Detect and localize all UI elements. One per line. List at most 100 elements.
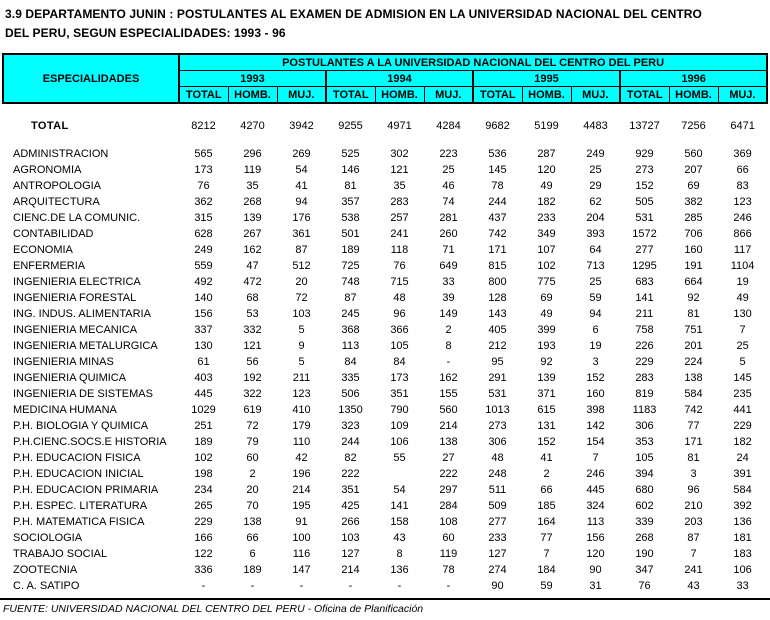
cell-value: 147 <box>292 564 311 576</box>
cell-value: 565 <box>194 148 213 160</box>
cell-value: 183 <box>733 548 752 560</box>
cell-value: 72 <box>246 420 259 432</box>
cell-value: 29 <box>589 180 602 192</box>
postulantes-table: ESPECIALIDADES POSTULANTES A LA UNIVERSI… <box>2 53 769 594</box>
subcol-header-total-1993: TOTAL <box>178 86 229 104</box>
cell-value: 119 <box>243 164 262 176</box>
table-row: INGENIERIA METALURGICA 130 121 9 113 105 8 212 1… <box>3 338 767 354</box>
cell-value: 108 <box>439 516 458 528</box>
cell-value: 66 <box>736 164 749 176</box>
cell-value: 405 <box>488 324 507 336</box>
cell-value: 283 <box>635 372 654 384</box>
cell-value: 107 <box>537 244 556 256</box>
row-label: P.H. EDUCACION INICIAL <box>13 468 144 480</box>
cell-value: 184 <box>537 564 556 576</box>
cell-value: 391 <box>733 468 752 480</box>
cell-value: 349 <box>537 228 556 240</box>
cell-value: 742 <box>488 228 507 240</box>
table-row: SOCIOLOGIA 166 66 100 103 43 60 233 77 156 268 87 18… <box>3 530 767 546</box>
cell-value: 323 <box>341 420 360 432</box>
footer: FUENTE: UNIVERSIDAD NACIONAL DEL CENTRO … <box>0 598 770 615</box>
cell-value: 398 <box>586 404 605 416</box>
cell-value: 128 <box>488 292 507 304</box>
cell-value: 790 <box>390 404 409 416</box>
subcol-header-homb-1995: HOMB. <box>521 86 572 104</box>
table-row: P.H. BIOLOGIA Y QUIMICA 251 72 179 323 109 214… <box>3 418 767 434</box>
cell-value: 66 <box>246 532 259 544</box>
cell-value: 182 <box>733 436 752 448</box>
table-body: TOTAL 8212 4270 3942 9255 4971 4284 9682 5199 448… <box>3 103 767 594</box>
cell-value: 235 <box>733 388 752 400</box>
cell-value: 185 <box>537 500 556 512</box>
cell-value: 649 <box>439 260 458 272</box>
cell-value: 54 <box>295 164 308 176</box>
cell-value: 76 <box>197 180 210 192</box>
cell-value: 70 <box>246 500 259 512</box>
cell-value: 81 <box>687 452 700 464</box>
cell-value: 283 <box>390 196 409 208</box>
cell-value: 96 <box>687 484 700 496</box>
cell-value: 173 <box>390 372 409 384</box>
table-row: P.H. EDUCACION FISICA 102 60 42 82 55 27 48 41 7 1… <box>3 450 767 466</box>
cell-value: 109 <box>390 420 409 432</box>
cell-value: 2 <box>543 468 550 480</box>
cell-value: 141 <box>390 500 409 512</box>
cell-value: 156 <box>194 308 213 320</box>
cell-value: 176 <box>292 212 311 224</box>
row-label: INGENIERIA FORESTAL <box>13 292 137 304</box>
cell-value: 41 <box>540 452 553 464</box>
cell-value: 160 <box>684 244 703 256</box>
subcol-header-total-1995: TOTAL <box>472 86 523 104</box>
cell-value: 164 <box>537 516 556 528</box>
cell-value: 64 <box>589 244 602 256</box>
cell-value: 31 <box>589 580 602 592</box>
cell-value: 751 <box>684 324 703 336</box>
cell-value: 4270 <box>240 120 265 132</box>
cell-value: 5199 <box>534 120 559 132</box>
cell-value: 116 <box>292 548 311 560</box>
cell-value: - <box>397 580 402 592</box>
cell-value: 2 <box>249 468 256 480</box>
row-label: P.H. EDUCACION PRIMARIA <box>13 484 159 496</box>
cell-value: 7 <box>690 548 697 560</box>
cell-value: - <box>446 580 451 592</box>
row-label: ARQUITECTURA <box>13 196 100 208</box>
cell-value: 146 <box>341 164 360 176</box>
cell-value: 143 <box>488 308 507 320</box>
cell-value: 265 <box>194 500 213 512</box>
cell-value: 189 <box>243 564 262 576</box>
table-row: MEDICINA HUMANA 1029 619 410 1350 790 560 1013 6… <box>3 402 767 418</box>
cell-value: 139 <box>537 372 556 384</box>
cell-value: 5 <box>739 356 746 368</box>
cell-value: 191 <box>684 260 703 272</box>
cell-value: 195 <box>292 500 311 512</box>
cell-value: 615 <box>537 404 556 416</box>
cell-value: 69 <box>540 292 553 304</box>
spacer-row <box>3 135 767 146</box>
cell-value: 628 <box>194 228 213 240</box>
cell-value: 226 <box>635 340 654 352</box>
subcol-header-homb-1993: HOMB. <box>227 86 278 104</box>
cell-value: 71 <box>442 244 455 256</box>
cell-value: 3 <box>690 468 697 480</box>
table-row: INGENIERIA QUIMICA 403 192 211 335 173 162 291 1… <box>3 370 767 386</box>
cell-value: 602 <box>635 500 654 512</box>
cell-value: 322 <box>243 388 262 400</box>
cell-value: 560 <box>684 148 703 160</box>
cell-value: 77 <box>540 532 553 544</box>
cell-value: 505 <box>635 196 654 208</box>
cell-value: 113 <box>586 516 605 528</box>
cell-value: 103 <box>341 532 360 544</box>
cell-value: 324 <box>586 500 605 512</box>
cell-value: 87 <box>344 292 357 304</box>
table-row: ADMINISTRACION 565 296 269 525 302 223 536 287 24… <box>3 146 767 162</box>
cell-value: 392 <box>733 500 752 512</box>
cell-value: 713 <box>586 260 605 272</box>
table-row: C. A. SATIPO - - - - - - 90 59 31 76 43 33 <box>3 578 767 594</box>
cell-value: 152 <box>537 436 556 448</box>
row-label: CONTABILIDAD <box>13 228 94 240</box>
cell-value: 25 <box>736 340 749 352</box>
table-row: INGENIERIA MECANICA 337 332 5 368 366 2 405 399 6… <box>3 322 767 338</box>
column-header-especialidades: ESPECIALIDADES <box>2 53 180 104</box>
cell-value: 69 <box>687 180 700 192</box>
